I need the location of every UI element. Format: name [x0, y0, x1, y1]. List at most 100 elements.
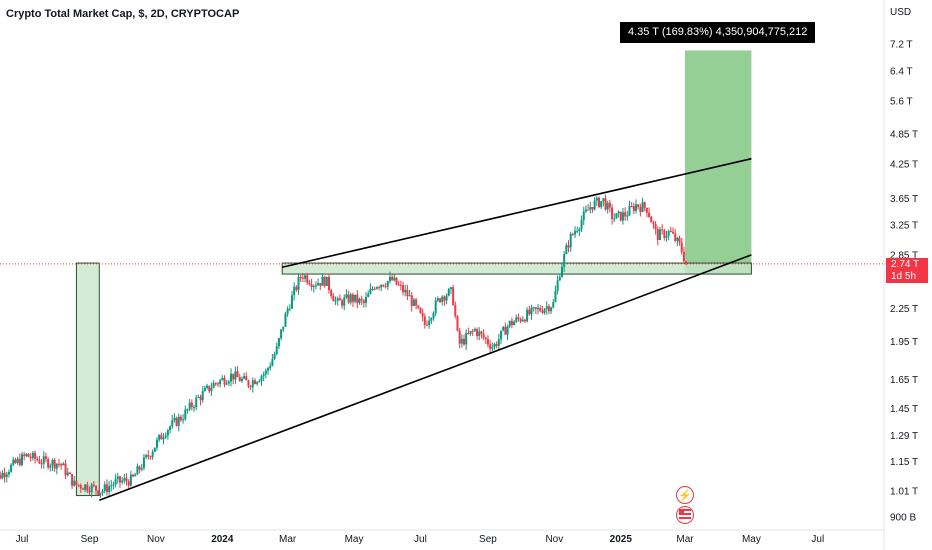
candle-body: [341, 300, 344, 306]
candle-body: [177, 416, 180, 426]
candle-body: [463, 338, 465, 345]
candle-body: [121, 480, 124, 483]
candle-body: [338, 298, 341, 301]
candle-body: [29, 456, 32, 459]
candle-body: [310, 284, 313, 288]
candle-body: [7, 471, 10, 475]
candle-body: [597, 197, 600, 208]
candle-body: [210, 388, 213, 392]
candle-body: [323, 276, 326, 287]
x-tick-label: May: [345, 534, 364, 545]
candle-body: [214, 383, 217, 385]
candle-body: [500, 330, 503, 340]
candle-body: [595, 197, 598, 201]
candle-body: [415, 299, 418, 306]
candle-body: [423, 316, 426, 325]
candle-body: [249, 386, 252, 388]
candle-body: [158, 434, 161, 440]
candle-body: [530, 307, 533, 315]
candle-body: [88, 490, 91, 493]
candle-body: [230, 373, 233, 382]
candle-body: [36, 458, 39, 461]
y-tick-label: 1.29 T: [890, 431, 918, 442]
candle-body: [469, 330, 472, 334]
candle-body: [206, 385, 209, 388]
last-price-value: 2.74 T: [891, 259, 920, 270]
candle-body: [81, 488, 84, 490]
x-tick-label: Sep: [81, 534, 99, 545]
candle-body: [21, 454, 23, 466]
us-flag-icon[interactable]: [676, 506, 694, 524]
candle-body: [534, 307, 537, 310]
candle-body: [334, 300, 337, 302]
candle-body: [648, 212, 651, 217]
candle-body: [351, 294, 354, 302]
candle-body: [680, 242, 683, 252]
candle-body: [460, 338, 463, 344]
candle-body: [12, 459, 15, 465]
candle-body: [108, 486, 111, 492]
candle-body: [523, 319, 526, 322]
candle-body: [162, 437, 165, 440]
candle-body: [195, 397, 198, 408]
candle-body: [406, 289, 409, 297]
candle-body: [212, 383, 215, 389]
candle-body: [290, 295, 293, 309]
candle-body: [66, 472, 69, 476]
candle-body: [565, 245, 568, 255]
candle-body: [145, 454, 148, 458]
candle-body: [574, 231, 577, 235]
candle-body: [641, 202, 644, 212]
x-tick-label: 2024: [211, 534, 234, 545]
y-tick-label: 1.45 T: [890, 404, 918, 415]
candle-body: [478, 331, 481, 336]
candle-body: [264, 370, 267, 375]
currency-label[interactable]: USD: [890, 7, 912, 18]
candle-body: [515, 317, 518, 322]
candle-body: [354, 294, 357, 302]
candle-body: [155, 439, 158, 448]
candle-body: [458, 330, 461, 344]
candle-body: [77, 484, 80, 486]
candle-body: [208, 385, 211, 392]
candle-body: [632, 206, 635, 211]
candle-body: [375, 287, 378, 289]
candle-body: [190, 402, 193, 408]
channel-lower: [99, 254, 752, 501]
candle-body: [558, 276, 561, 281]
candle-body: [275, 346, 278, 355]
candle-body: [441, 296, 444, 303]
candle-body: [537, 308, 540, 310]
candle-body: [582, 211, 585, 221]
candle-body: [425, 324, 428, 326]
candle-body: [593, 200, 596, 210]
measure-label: 4.35 T (169.83%) 4,350,904,775,212: [620, 22, 816, 43]
candle-body: [240, 378, 243, 382]
candle-body: [471, 330, 474, 332]
candle-body: [473, 329, 476, 331]
candle-body: [663, 230, 666, 238]
candle-body: [116, 476, 119, 479]
candle-body: [584, 209, 587, 212]
candle-body: [635, 204, 638, 211]
candle-body: [114, 478, 117, 485]
candle-body: [489, 344, 492, 349]
candle-body: [25, 453, 28, 456]
candle-body: [358, 298, 361, 303]
x-tick-label: Mar: [279, 534, 297, 545]
candle-body: [125, 478, 128, 482]
y-tick-label: 3.65 T: [890, 194, 918, 205]
y-tick-label: 1.15 T: [890, 457, 918, 468]
candle-body: [521, 319, 524, 322]
candle-body: [591, 206, 594, 210]
candle-body: [216, 383, 219, 385]
candle-body: [419, 307, 422, 314]
lightning-icon[interactable]: ⚡: [676, 486, 694, 504]
candle-body: [587, 209, 590, 211]
candle-body: [301, 277, 304, 279]
candle-body: [506, 326, 509, 335]
candle-body: [280, 329, 283, 339]
candle-body: [391, 276, 394, 281]
candle-body: [402, 285, 405, 293]
